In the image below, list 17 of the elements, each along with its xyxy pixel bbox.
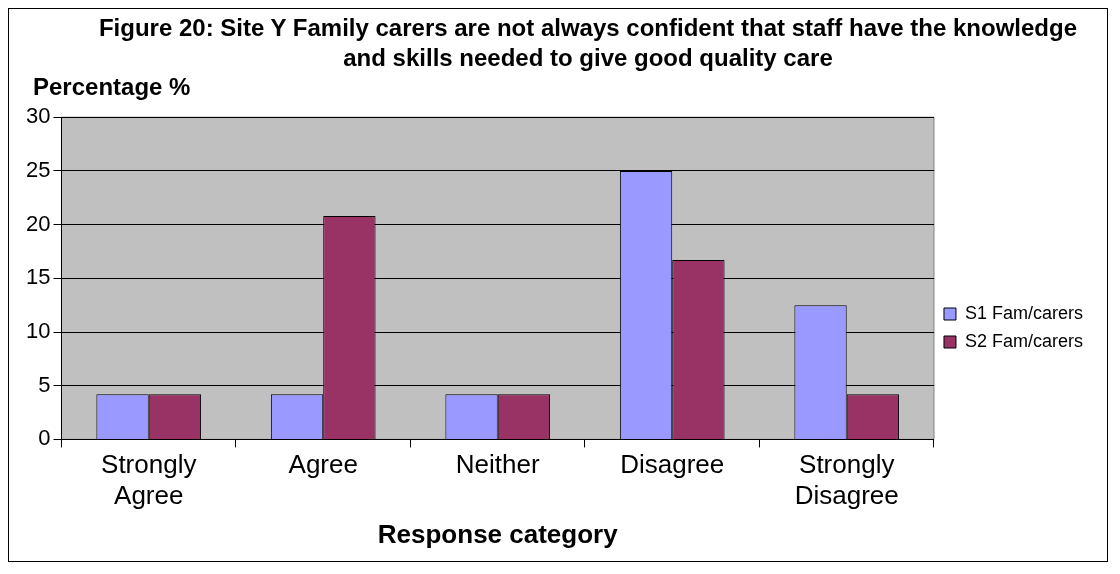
y-tick-label: 30 [25,103,51,129]
y-tick-label: 0 [38,425,51,451]
x-tick-label: Neither [455,449,540,480]
y-tick-label: 10 [25,318,51,344]
legend-label: S1 Fam/carers [964,302,1083,323]
y-tick-label: 25 [25,156,51,182]
x-tick-label: Strongly Disagree [794,449,899,511]
legend-label: S2 Fam/carers [964,330,1083,351]
y-tick-label: 5 [38,371,51,397]
y-tick-label: 15 [25,264,51,290]
x-tick-label: Agree [288,449,358,480]
chart-title: Figure 20: Site Y Family carers are not always confident that staff have the knowledge and skills needed to give good quality care [97,13,1079,73]
y-tick-label: 20 [25,210,51,236]
x-tick-label: Strongly Agree [101,449,197,511]
x-axis-title: Response category [377,518,619,549]
x-tick-label: Disagree [620,449,725,480]
y-axis-title: Percentage % [32,73,192,101]
